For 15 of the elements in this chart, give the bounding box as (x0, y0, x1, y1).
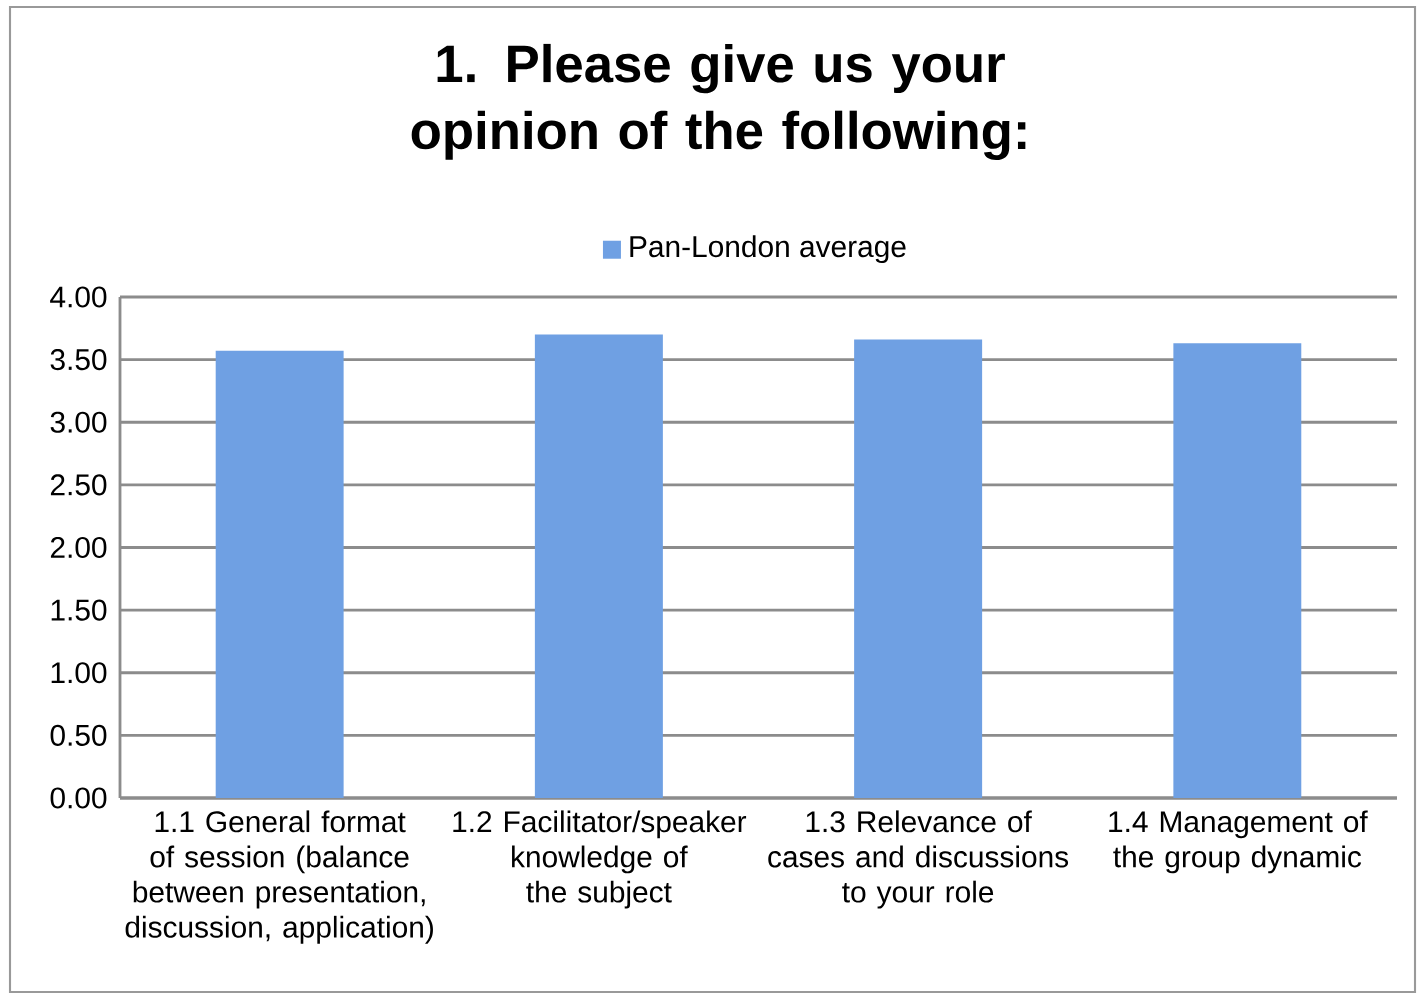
y-tick-label: 0.50 (50, 724, 107, 746)
x-tick-label: 1.2 Facilitator/speaker knowledge of the subject (453, 810, 747, 909)
y-tick-label: 4.00 (50, 286, 107, 308)
x-tick-label: 1.4 Management of the group dynamic (1109, 810, 1368, 874)
y-tick-label: 1.50 (51, 599, 107, 621)
x-tick-label: 1.3 Relevance of cases and discussions to your role (768, 810, 1069, 909)
y-tick-label: 1.00 (51, 662, 107, 684)
legend-label: Pan-London average (630, 235, 906, 264)
y-tick-label: 3.00 (50, 411, 107, 433)
y-tick-label: 0.00 (50, 787, 107, 809)
x-tick-label: 1.1 General format of session (balance between presentation, discussion, application) (125, 810, 433, 944)
y-tick-label: 2.00 (50, 536, 107, 559)
y-tick-label: 3.50 (50, 349, 107, 371)
y-tick-label: 2.50 (50, 474, 107, 496)
chart-title: 1. Please give us your opinion of the following: (411, 43, 1026, 161)
